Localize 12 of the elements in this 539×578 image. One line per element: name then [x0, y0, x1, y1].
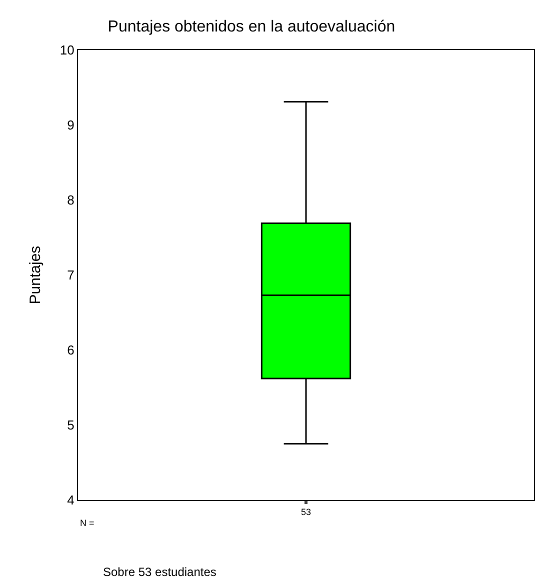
y-axis-title: Puntajes [27, 246, 44, 304]
y-tick-label: 5 [67, 418, 74, 433]
y-tick-label: 8 [67, 192, 74, 208]
y-tick-label: 10 [60, 42, 74, 58]
y-tick-label: 7 [67, 268, 74, 283]
y-tick-label: 4 [67, 492, 74, 508]
chart-title: Puntajes obtenidos en la autoevaluación [108, 18, 396, 36]
text: Sobre 53 estudiantes [103, 565, 216, 578]
text: N = [80, 518, 94, 528]
y-tick-label: 9 [67, 118, 74, 133]
x-tick-label: 53 [300, 506, 312, 517]
y-tick-label: 6 [67, 342, 74, 358]
